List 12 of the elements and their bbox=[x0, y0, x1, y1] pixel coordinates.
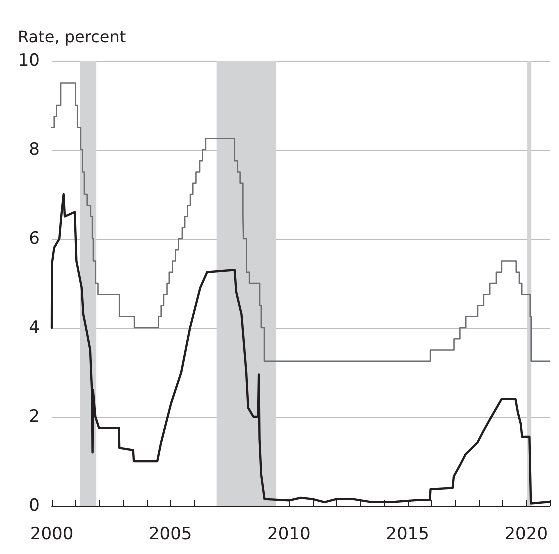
y-tick-label: 0 bbox=[29, 496, 40, 516]
y-tick-label: 10 bbox=[18, 51, 40, 71]
x-tick-label: 2015 bbox=[386, 524, 430, 544]
y-tick-label: 2 bbox=[29, 407, 40, 427]
y-tick-label: 6 bbox=[29, 229, 40, 249]
y-tick-label: 4 bbox=[29, 318, 40, 338]
x-tick-label: 2020 bbox=[504, 524, 548, 544]
x-tick-label: 2010 bbox=[268, 524, 311, 544]
x-tick-label: 2005 bbox=[148, 524, 192, 544]
x-tick-label: 2000 bbox=[30, 524, 74, 544]
y-tick-label: 8 bbox=[29, 140, 40, 160]
y-axis-title: Rate, percent bbox=[18, 28, 126, 46]
